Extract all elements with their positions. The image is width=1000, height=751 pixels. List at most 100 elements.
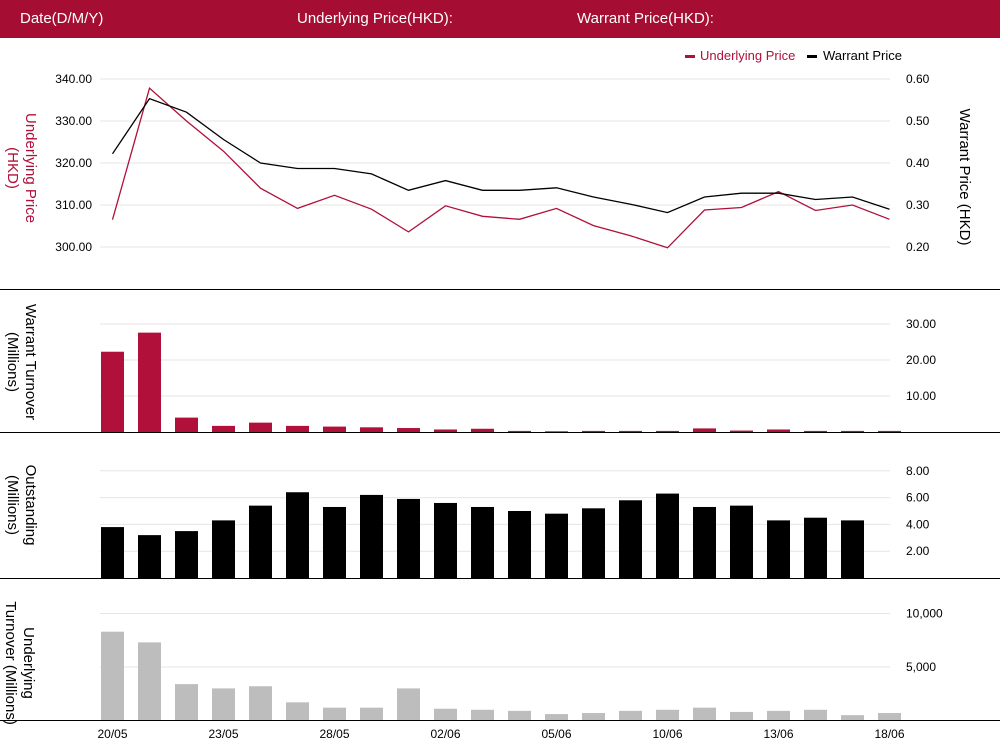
underlying-turnover-bar	[286, 702, 309, 721]
warrant-turnover-bar	[767, 429, 790, 432]
y-tick-label: 4.00	[906, 517, 930, 531]
x-tick-label: 18/06	[874, 727, 904, 741]
underlying-turnover-bar	[360, 707, 383, 721]
warrant-chart[interactable]: 300.00 310.00 320.00 330.00 340.00 0.20 0.30 0.…	[0, 38, 1000, 751]
y-tick-label-right: 0.40	[906, 156, 930, 170]
x-tick-label: 05/06	[541, 727, 571, 741]
warrant-turnover-bar	[730, 430, 753, 432]
x-tick-label: 10/06	[652, 727, 682, 741]
x-tick-label: 23/05	[208, 727, 238, 741]
underlying-turnover-bar	[397, 688, 420, 721]
chart-header: Date(D/M/Y) Underlying Price(HKD): Warra…	[0, 0, 1000, 38]
y-tick-label: 6.00	[906, 491, 930, 505]
warrant-turnover-bar	[471, 428, 494, 432]
warrant-turnover-bar	[804, 430, 827, 432]
outstanding-bar	[767, 520, 790, 578]
underlying-turnover-bar	[582, 713, 605, 721]
warrant-turnover-bar	[582, 430, 605, 432]
underlying-turnover-bar	[471, 709, 494, 721]
legend-underlying-label: Underlying Price	[700, 48, 795, 63]
underlying-turnover-panel: 5,000 10,000 UnderlyingTurnover (Millions)…	[0, 601, 1000, 741]
outstanding-panel: 2.00 4.00 6.00 8.00 Outstanding(Millions)	[0, 464, 1000, 579]
y-axis-title: Warrant Turnover(Millions)	[4, 304, 39, 420]
outstanding-bar	[286, 492, 309, 578]
outstanding-bar	[138, 535, 161, 578]
outstanding-bar	[508, 511, 531, 578]
y-tick-label: 30.00	[906, 317, 936, 331]
underlying-turnover-bar	[545, 714, 568, 721]
x-tick-label: 20/05	[97, 727, 127, 741]
outstanding-bar	[212, 520, 235, 578]
outstanding-bar	[619, 500, 642, 578]
warrant-turnover-bar	[175, 417, 198, 432]
underlying-turnover-bar	[508, 710, 531, 721]
outstanding-bar	[360, 494, 383, 578]
warrant-turnover-bar	[878, 430, 901, 432]
x-tick-label: 28/05	[319, 727, 349, 741]
outstanding-bar	[249, 505, 272, 578]
y-tick-label: 10,000	[906, 607, 943, 621]
legend-warrant-label: Warrant Price	[823, 48, 902, 63]
legend-underlying-swatch	[685, 55, 695, 58]
warrant-turnover-bar	[138, 332, 161, 432]
y-tick-label-left: 320.00	[55, 156, 92, 170]
outstanding-bar	[693, 506, 716, 578]
y-tick-label-right: 0.30	[906, 198, 930, 212]
underlying-turnover-bar	[138, 642, 161, 721]
underlying-price-line	[111, 87, 890, 249]
warrant-turnover-bar	[619, 430, 642, 432]
y-tick-label-left: 340.00	[55, 72, 92, 86]
outstanding-bar	[656, 493, 679, 578]
y-axis-title-left: Underlying Price(HKD)	[4, 113, 39, 223]
underlying-turnover-bar	[804, 709, 827, 721]
x-tick-label: 13/06	[763, 727, 793, 741]
date-label: Date(D/M/Y)	[20, 10, 104, 27]
outstanding-bar	[323, 506, 346, 578]
underlying-turnover-bar	[878, 713, 901, 721]
outstanding-bar	[434, 502, 457, 578]
underlying-turnover-bar	[730, 711, 753, 721]
y-axis-title: Outstanding(Millions)	[4, 465, 39, 546]
warrant-turnover-bar	[323, 426, 346, 432]
underlying-price-label: Underlying Price(HKD):	[297, 10, 453, 27]
underlying-turnover-bar	[841, 715, 864, 721]
y-tick-label-right: 0.60	[906, 72, 930, 86]
underlying-turnover-bar	[323, 707, 346, 721]
y-axis-title: UnderlyingTurnover (Millions)	[2, 601, 37, 725]
outstanding-bar	[397, 498, 420, 578]
price-panel: 300.00 310.00 320.00 330.00 340.00 0.20 0.30 0.…	[0, 48, 1000, 290]
warrant-turnover-bar	[545, 431, 568, 432]
outstanding-bar	[804, 517, 827, 578]
x-tick-label: 02/06	[430, 727, 460, 741]
outstanding-bar	[730, 505, 753, 578]
y-tick-label-left: 300.00	[55, 240, 92, 254]
underlying-turnover-bar	[656, 709, 679, 721]
warrant-turnover-bar	[841, 430, 864, 432]
outstanding-bar	[471, 506, 494, 578]
outstanding-bar	[175, 531, 198, 578]
warrant-turnover-bar	[397, 428, 420, 432]
underlying-turnover-bar	[619, 710, 642, 721]
y-tick-label-right: 0.50	[906, 114, 930, 128]
underlying-turnover-bar	[101, 631, 124, 721]
y-tick-label: 10.00	[906, 389, 936, 403]
warrant-turnover-bar	[249, 422, 272, 432]
y-axis-title-right: Warrant Price (HKD)	[956, 109, 973, 246]
legend-warrant-swatch	[807, 55, 817, 58]
y-tick-label: 5,000	[906, 660, 936, 674]
underlying-turnover-bar	[175, 684, 198, 721]
outstanding-bar	[841, 520, 864, 578]
underlying-turnover-bar	[693, 707, 716, 721]
warrant-price-label: Warrant Price(HKD):	[577, 10, 714, 27]
warrant-turnover-bar	[212, 425, 235, 432]
warrant-turnover-panel: 10.00 20.00 30.00 Warrant Turnover(Millions…	[0, 304, 1000, 433]
outstanding-bar	[101, 527, 124, 578]
y-tick-label-left: 310.00	[55, 198, 92, 212]
outstanding-bar	[545, 513, 568, 578]
underlying-turnover-bar	[212, 688, 235, 721]
outstanding-bar	[582, 508, 605, 578]
underlying-turnover-bar	[434, 708, 457, 721]
warrant-turnover-bar	[286, 425, 309, 432]
warrant-turnover-bar	[101, 351, 124, 432]
underlying-turnover-bar	[767, 710, 790, 721]
